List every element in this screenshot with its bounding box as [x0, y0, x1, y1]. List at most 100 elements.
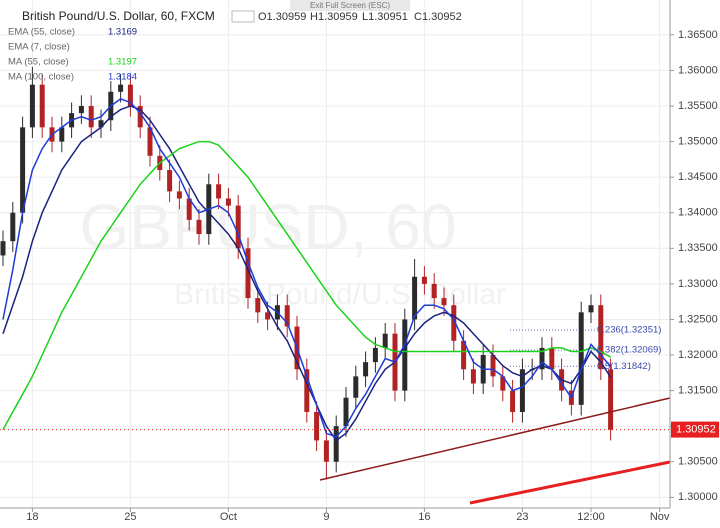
candle-body — [372, 347, 378, 363]
candle-body — [431, 283, 437, 299]
candle-body — [39, 84, 45, 128]
candle-body — [323, 440, 329, 462]
candle-body — [314, 411, 320, 441]
labels: O1.30959 H1.30959 L1.30951 C1.30952 1.30000 1… — [8, 11, 719, 523]
header-icons[interactable] — [231, 10, 255, 23]
plot — [0, 66, 670, 480]
ohlc-value: O1.30959 — [258, 11, 306, 23]
candle-body — [421, 276, 427, 284]
candle-body — [343, 397, 349, 427]
last-price-box — [671, 421, 719, 438]
y-tick-label: 1.32000 — [678, 349, 718, 361]
last-price-label: 1.30952 — [676, 424, 716, 436]
ohlc-value: H1.30959 — [310, 11, 358, 23]
indicator-line — [2, 98, 612, 438]
y-tick-label: 1.32500 — [678, 313, 718, 325]
watermark-symbol: GBPUSD, 60 — [79, 191, 456, 263]
x-tick-label: Oct — [220, 511, 237, 523]
candle-body — [539, 347, 545, 370]
candle-body — [333, 426, 339, 462]
candle-body — [186, 198, 192, 220]
candle-body — [578, 312, 584, 405]
candle-body — [147, 127, 153, 156]
candle-body — [598, 305, 604, 370]
y-tick-label: 1.33000 — [678, 278, 718, 290]
fib-label: 0.382(1.32069) — [597, 345, 661, 356]
x-tick-label: 12:00 — [577, 511, 605, 523]
candle-body — [265, 312, 271, 320]
candle-body — [490, 355, 496, 377]
watermark-name: British Pound/U.S. Dollar — [174, 278, 506, 311]
candle-body — [216, 184, 222, 199]
y-tick-label: 1.34500 — [678, 171, 718, 183]
candle-body — [245, 248, 251, 299]
y-tick-label: 1.36500 — [678, 29, 718, 41]
candle-body — [500, 376, 506, 391]
candle-body — [10, 212, 16, 242]
x-tick-label: 25 — [124, 511, 136, 523]
x-tick-label: 9 — [323, 511, 329, 523]
x-tick-label: Nov — [650, 511, 670, 523]
fib-label: 0.236(1.32351) — [597, 325, 661, 336]
candle-body — [127, 84, 133, 107]
y-tick-label: 1.35500 — [678, 100, 718, 112]
candle-body — [88, 106, 94, 128]
legend-value: 1.3184 — [108, 72, 137, 83]
trendline — [319, 397, 671, 481]
candle-body — [382, 333, 388, 348]
y-tick-label: 1.30500 — [678, 456, 718, 468]
candle-body — [255, 298, 261, 313]
candle-body — [510, 390, 516, 412]
candle-body — [235, 205, 241, 249]
candle-body — [519, 369, 525, 412]
y-tick-label: 1.30000 — [678, 491, 718, 503]
candle-body — [461, 340, 467, 370]
legend-label: MA (55, close) — [8, 57, 69, 68]
fib-label: 0.5(1.31842) — [597, 361, 651, 372]
exit-fullscreen-text[interactable]: Exit Full Screen (ESC) — [310, 1, 390, 10]
candle-body — [20, 127, 26, 213]
candle-body — [363, 362, 369, 377]
candle-body — [78, 106, 84, 114]
trendline — [469, 460, 671, 505]
candle-body — [225, 198, 231, 206]
candle-body — [29, 84, 35, 128]
chart-title: British Pound/U.S. Dollar, 60, FXCM — [22, 9, 215, 23]
y-tick-label: 1.36000 — [678, 64, 718, 76]
candle-body — [137, 106, 143, 128]
legend-label: EMA (55, close) — [8, 27, 75, 38]
x-tick-label: 18 — [26, 511, 38, 523]
ohlc-value: C1.30952 — [414, 11, 462, 23]
candle-body — [167, 170, 173, 192]
grid — [0, 0, 670, 508]
y-tick-label: 1.34000 — [678, 207, 718, 219]
indicator-line — [2, 105, 612, 442]
ohlc-value: L1.30951 — [362, 11, 408, 23]
y-tick-label: 1.33500 — [678, 242, 718, 254]
candle-body — [608, 369, 614, 430]
candle-body — [549, 347, 555, 370]
exit-fullscreen-button[interactable] — [290, 0, 410, 11]
x-tick-label: 23 — [516, 511, 528, 523]
candle-body — [0, 241, 6, 256]
candle-body — [284, 305, 290, 327]
y-tick-label: 1.35000 — [678, 135, 718, 147]
candle-body — [98, 120, 104, 128]
candle-body — [441, 298, 447, 306]
candle-body — [118, 84, 124, 92]
candle-body — [412, 276, 418, 320]
candle-body — [588, 305, 594, 313]
x-tick-label: 16 — [418, 511, 430, 523]
candle-body — [470, 369, 476, 384]
legend-value: 1.3169 — [108, 27, 137, 38]
candle-body — [402, 319, 408, 391]
candle-body — [59, 127, 65, 142]
y-tick-label: 1.31500 — [678, 385, 718, 397]
legend-label: MA (100, close) — [8, 72, 74, 83]
candle-body — [196, 219, 202, 235]
candle-body — [353, 376, 359, 398]
indicator-line — [2, 140, 611, 431]
candle-body — [176, 191, 182, 199]
candle-body — [451, 305, 457, 341]
legend-label: EMA (7, close) — [8, 42, 70, 53]
